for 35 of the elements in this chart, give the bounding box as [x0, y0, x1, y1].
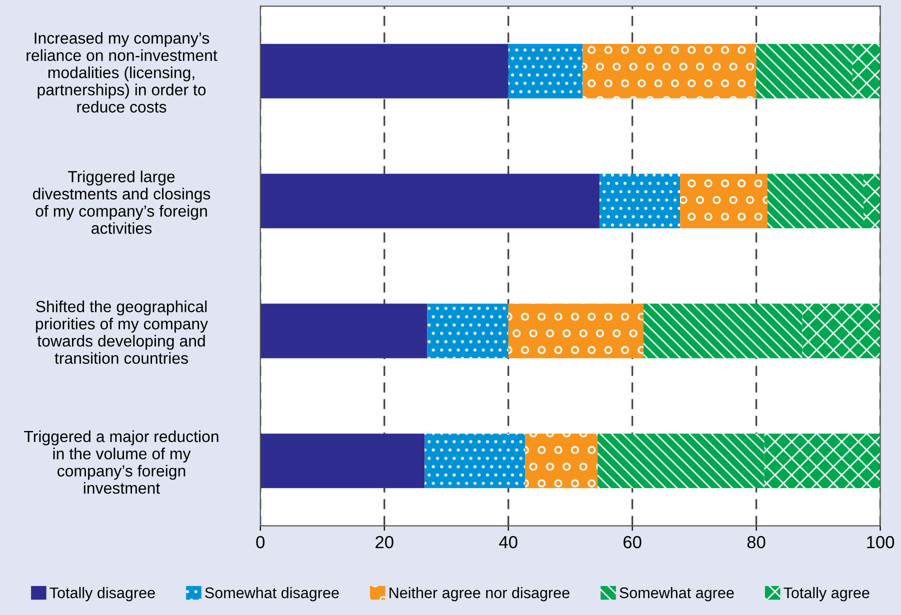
x-tick-label: 100	[867, 536, 894, 548]
bar	[260, 434, 425, 488]
x-tick-label: 60	[624, 536, 642, 548]
bar	[427, 304, 508, 358]
bar	[599, 174, 680, 228]
bar	[643, 304, 802, 358]
bar	[260, 44, 508, 98]
bar	[680, 174, 768, 228]
bar	[598, 434, 764, 488]
bar	[767, 174, 864, 228]
bar	[424, 434, 526, 488]
bar	[508, 44, 583, 98]
legend-label: Neither agree nor disagree	[390, 587, 570, 602]
bar	[525, 434, 598, 488]
bar	[802, 304, 880, 358]
legend-label: Totally disagree	[50, 587, 155, 602]
x-tick-label: 80	[747, 536, 766, 548]
bar	[508, 304, 644, 358]
bar	[852, 44, 880, 98]
y-tick-label: Increased my company’s reliance on non-investment modalities (licensing, partnerships) in order to reduce costs	[26, 32, 218, 113]
bar	[260, 174, 600, 228]
x-tick-label: 20	[376, 536, 394, 548]
y-tick-label: Shifted the geographical priorities of my company towards developing and transition countries	[36, 300, 208, 364]
legend-label: Somewhat agree	[620, 587, 734, 602]
legend-label: Totally agree	[784, 587, 870, 602]
x-tick-label: 0	[256, 536, 265, 548]
bar	[864, 174, 880, 228]
y-tick-label: Triggered large divestments and closings of my company’s foreign activities	[32, 170, 210, 234]
y-tick-label: Triggered a major reduction in the volume of my company’s foreign investment	[24, 430, 218, 494]
bar	[764, 434, 880, 488]
bar	[582, 44, 756, 98]
x-tick-label: 40	[499, 536, 518, 548]
bar	[260, 304, 428, 358]
bar	[756, 44, 852, 98]
legend-label: Somewhat disagree	[205, 587, 339, 602]
